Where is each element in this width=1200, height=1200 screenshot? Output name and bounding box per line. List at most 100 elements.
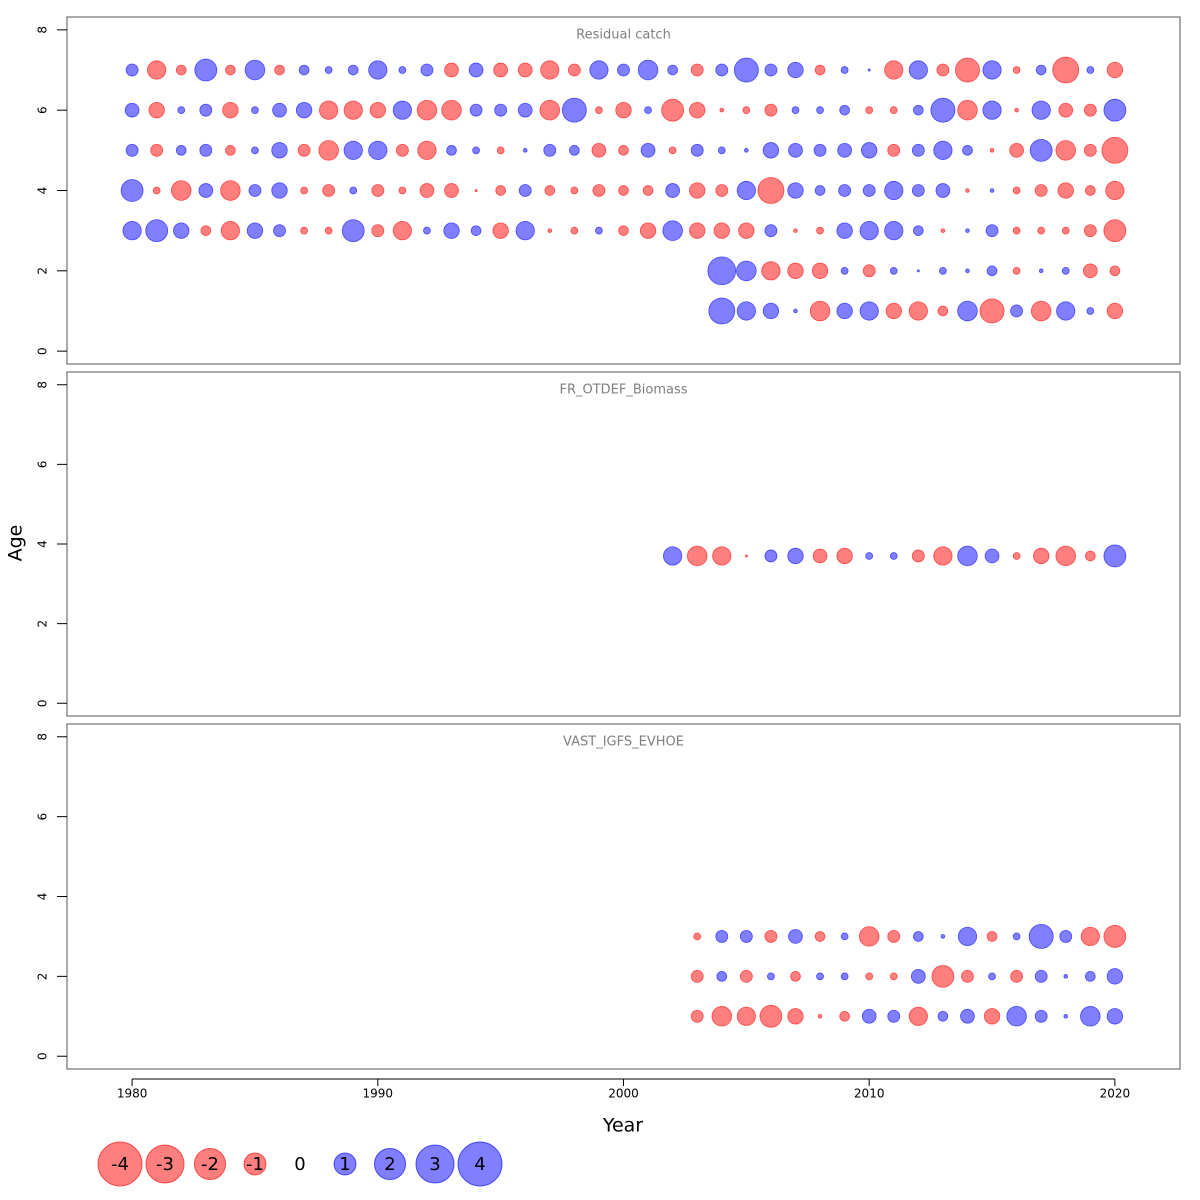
bubble	[171, 180, 192, 201]
bubble	[122, 221, 142, 241]
bubble	[757, 177, 785, 204]
bubble	[369, 101, 386, 119]
bubble	[836, 302, 853, 320]
bubble	[147, 60, 167, 80]
bubble	[540, 60, 560, 80]
bubble	[742, 106, 751, 115]
bubble	[889, 972, 898, 981]
bubble	[194, 58, 218, 82]
bubble	[368, 140, 388, 160]
bubble	[908, 60, 928, 80]
bubble	[840, 972, 849, 981]
bubble	[199, 103, 213, 117]
bubble	[1103, 544, 1127, 568]
bubble	[324, 66, 333, 74]
bubble	[493, 62, 509, 78]
bubble	[1033, 547, 1050, 565]
bubble	[1056, 301, 1076, 321]
bubble	[175, 145, 187, 156]
x-tick-label: 2020	[1100, 1087, 1131, 1101]
bubble	[495, 185, 506, 196]
bubble	[472, 146, 480, 155]
bubble	[884, 180, 904, 201]
bubble	[715, 930, 729, 943]
panel-title: FR_OTDEF_Biomass	[559, 383, 687, 398]
bubble	[693, 932, 702, 941]
bubble	[300, 226, 308, 235]
bubble	[986, 265, 998, 277]
legend-label: -3	[156, 1154, 174, 1175]
bubble	[446, 145, 457, 156]
bubble	[1086, 307, 1095, 315]
bubble	[474, 188, 478, 192]
bubble	[814, 931, 826, 942]
bubble	[1085, 185, 1096, 196]
bubble	[595, 106, 603, 115]
legend-bubble	[193, 1147, 227, 1181]
bubble	[983, 1008, 1001, 1025]
bubble	[173, 222, 190, 239]
bubble	[836, 547, 853, 565]
bubble	[419, 183, 435, 198]
bubble	[617, 63, 630, 77]
bubble	[962, 145, 973, 156]
bubble	[862, 264, 876, 278]
bubble	[297, 143, 311, 157]
legend-bubble	[97, 1141, 143, 1187]
bubble	[618, 225, 629, 236]
bubble	[937, 305, 949, 317]
bubble	[517, 102, 533, 118]
bubble	[717, 146, 726, 155]
bubble	[1029, 138, 1053, 162]
bubble	[788, 142, 803, 158]
bubble	[839, 1010, 850, 1022]
bubble	[865, 972, 874, 981]
bubble	[840, 66, 849, 74]
bubble	[817, 1013, 823, 1019]
bubble	[887, 1009, 901, 1023]
bubble	[885, 302, 902, 320]
bubble	[665, 183, 680, 198]
bubble	[615, 101, 632, 119]
bubble	[639, 222, 657, 239]
bubble	[175, 64, 187, 76]
bubble	[592, 184, 606, 197]
bubble	[937, 1010, 949, 1022]
bubble	[343, 100, 363, 120]
bubble	[640, 142, 656, 158]
bubble	[644, 106, 652, 115]
panel-frame	[66, 371, 1181, 717]
bubble	[570, 226, 579, 235]
bubble	[984, 548, 1000, 564]
y-tick-label: 2	[36, 620, 50, 628]
bubble	[1034, 969, 1048, 983]
bubble	[371, 224, 385, 238]
bubble	[517, 62, 533, 78]
bubble	[1083, 224, 1097, 238]
bubble	[1086, 66, 1095, 74]
bubble	[690, 969, 704, 983]
legend-label: -1	[246, 1154, 264, 1175]
bubble	[791, 106, 800, 115]
y-tick-label: 8	[36, 26, 50, 34]
bubble	[423, 226, 431, 235]
bubble	[469, 103, 483, 117]
bubble	[738, 222, 755, 239]
bubble	[711, 1006, 733, 1027]
bubble	[744, 554, 748, 558]
legend-label: 0	[294, 1154, 305, 1175]
bubble	[547, 228, 553, 233]
bubble	[865, 106, 874, 115]
bubble	[145, 219, 169, 243]
bubble	[957, 300, 978, 322]
bubble	[858, 926, 880, 947]
bubble	[468, 62, 484, 78]
bubble	[1030, 300, 1052, 322]
bubble	[1109, 265, 1121, 277]
bubble	[861, 142, 878, 159]
bubble	[887, 143, 901, 157]
bubble	[1037, 226, 1046, 235]
bubble	[712, 546, 732, 566]
bubble	[960, 1008, 975, 1024]
bubble	[982, 100, 1002, 120]
